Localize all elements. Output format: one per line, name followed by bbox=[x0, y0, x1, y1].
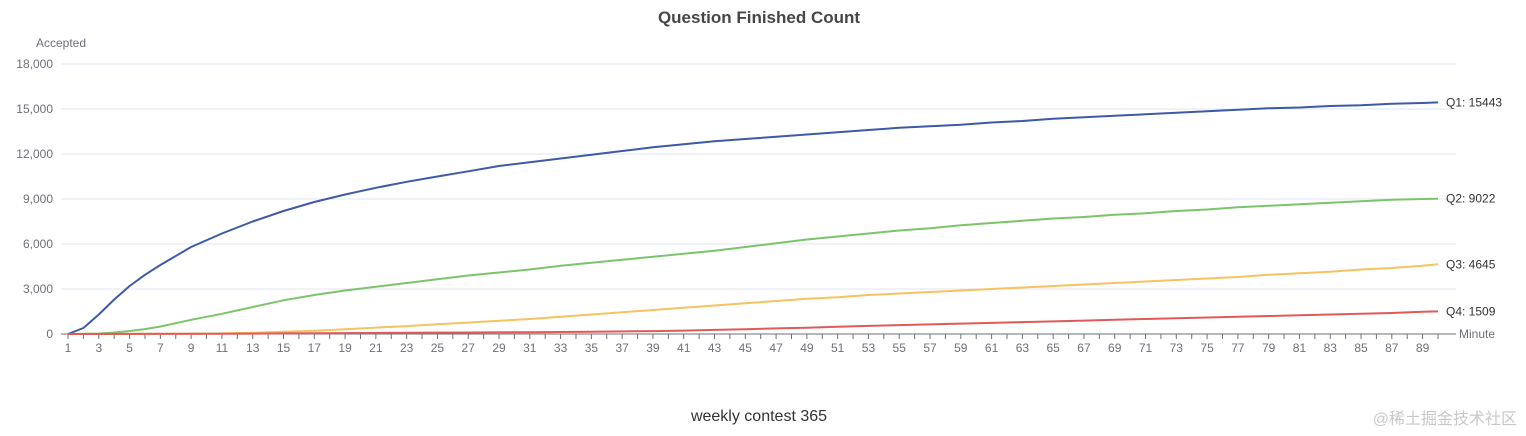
y-tick-label: 15,000 bbox=[16, 102, 53, 116]
x-tick-label: 35 bbox=[585, 341, 599, 355]
grid-lines bbox=[61, 63, 1456, 290]
x-tick-label: 37 bbox=[615, 341, 629, 355]
x-axis-label: Minute bbox=[1459, 327, 1495, 341]
x-tick-label: 89 bbox=[1416, 341, 1430, 355]
y-tick-label: 3,000 bbox=[23, 282, 53, 296]
y-tick-label: 6,000 bbox=[23, 237, 53, 251]
watermark-text: @稀土掘金技术社区 bbox=[1373, 410, 1517, 428]
x-tick-label: 59 bbox=[954, 341, 968, 355]
y-axis-ticks: 0 3,000 6,000 9,000 12,000 15,000 18,000 bbox=[16, 57, 53, 341]
y-tick-label: 9,000 bbox=[23, 192, 53, 206]
x-tick-label: 21 bbox=[369, 341, 383, 355]
x-tick-label: 63 bbox=[1016, 341, 1030, 355]
series-line-q3 bbox=[67, 263, 1439, 335]
x-tick-label: 45 bbox=[739, 341, 753, 355]
x-tick-label: 39 bbox=[646, 341, 660, 355]
x-tick-label: 71 bbox=[1139, 341, 1153, 355]
y-tick-label: 12,000 bbox=[16, 147, 53, 161]
x-tick-label: 77 bbox=[1231, 341, 1245, 355]
x-tick-label: 61 bbox=[985, 341, 999, 355]
x-tick-label: 11 bbox=[216, 341, 229, 355]
end-label-q4: Q4: 1509 bbox=[1446, 304, 1496, 318]
y-tick-label: 0 bbox=[46, 327, 53, 341]
x-tick-label: 1 bbox=[65, 341, 72, 355]
x-tick-label: 43 bbox=[708, 341, 722, 355]
x-tick-label: 55 bbox=[893, 341, 907, 355]
end-label-q2: Q2: 9022 bbox=[1446, 192, 1496, 206]
x-tick-label: 7 bbox=[157, 341, 164, 355]
x-tick-label: 27 bbox=[462, 341, 476, 355]
x-tick-label: 49 bbox=[800, 341, 814, 355]
x-tick-label: 87 bbox=[1385, 341, 1399, 355]
chart-subtitle: weekly contest 365 bbox=[690, 408, 827, 425]
x-tick-label: 67 bbox=[1077, 341, 1091, 355]
x-tick-label: 17 bbox=[308, 341, 322, 355]
series-line-q2 bbox=[67, 197, 1439, 335]
x-tick-label: 51 bbox=[831, 341, 845, 355]
y-tick-label: 18,000 bbox=[16, 57, 53, 71]
x-tick-label: 31 bbox=[523, 341, 537, 355]
x-tick-label: 83 bbox=[1324, 341, 1338, 355]
end-labels: Q1: 15443 Q2: 9022 Q3: 4645 Q4: 1509 bbox=[1446, 95, 1502, 318]
x-tick-label: 57 bbox=[923, 341, 937, 355]
x-tick-label: 65 bbox=[1046, 341, 1060, 355]
x-tick-label: 81 bbox=[1293, 341, 1307, 355]
x-tick-label: 33 bbox=[554, 341, 568, 355]
x-tick-label: 15 bbox=[277, 341, 291, 355]
x-tick-label: 29 bbox=[492, 341, 506, 355]
x-tick-label: 69 bbox=[1108, 341, 1122, 355]
x-tick-label: 13 bbox=[246, 341, 260, 355]
end-label-q3: Q3: 4645 bbox=[1446, 257, 1496, 271]
x-tick-label: 73 bbox=[1170, 341, 1184, 355]
x-tick-label: 79 bbox=[1262, 341, 1276, 355]
x-tick-label: 75 bbox=[1200, 341, 1214, 355]
series-line-q1 bbox=[67, 101, 1439, 335]
series-line-q4 bbox=[67, 310, 1439, 335]
x-tick-label: 19 bbox=[338, 341, 352, 355]
x-tick-label: 23 bbox=[400, 341, 414, 355]
x-tick-label: 5 bbox=[126, 341, 133, 355]
end-label-q1: Q1: 15443 bbox=[1446, 95, 1502, 109]
x-tick-label: 25 bbox=[431, 341, 445, 355]
x-tick-label: 47 bbox=[769, 341, 783, 355]
x-tick-label: 9 bbox=[188, 341, 195, 355]
chart-title: Question Finished Count bbox=[658, 8, 860, 27]
x-tick-label: 53 bbox=[862, 341, 876, 355]
x-tick-label: 85 bbox=[1354, 341, 1368, 355]
series-group bbox=[67, 101, 1439, 335]
x-tick-label: 41 bbox=[677, 341, 691, 355]
y-axis-label: Accepted bbox=[36, 36, 86, 50]
x-axis: 1 3 5 7 9 11 13 15 17 19 21 23 25 27 29 31 33 35 37 39 41 43 4… bbox=[61, 333, 1456, 355]
x-tick-label: 3 bbox=[95, 341, 102, 355]
